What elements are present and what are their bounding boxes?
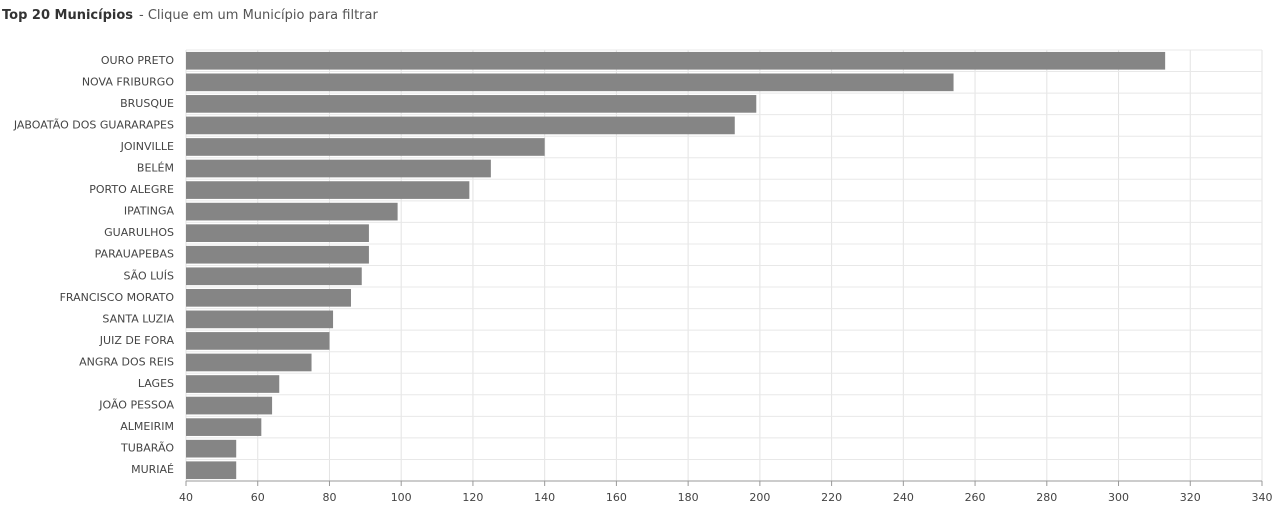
y-tick-label: JOÃO PESSOA	[98, 399, 174, 412]
subtitle: - Clique em um Município para filtrar	[139, 8, 378, 23]
y-tick-label: ALMEIRIM	[120, 420, 174, 433]
bar[interactable]	[186, 116, 735, 135]
bar[interactable]	[186, 310, 334, 329]
x-tick-label: 40	[179, 491, 193, 504]
chart-title: Top 20 Municípios - Clique em um Municípi…	[2, 8, 378, 23]
bar[interactable]	[186, 267, 362, 286]
y-tick-label: BRUSQUE	[120, 97, 174, 110]
x-tick-label: 80	[322, 491, 336, 504]
bar[interactable]	[186, 202, 398, 221]
y-tick-label: SANTA LUZIA	[102, 312, 174, 325]
y-tick-label: LAGES	[138, 377, 174, 390]
y-tick-label: JOINVILLE	[120, 140, 174, 153]
bar[interactable]	[186, 288, 351, 307]
bar[interactable]	[186, 396, 273, 415]
bar[interactable]	[186, 375, 280, 393]
x-tick-label: 100	[391, 491, 412, 504]
y-tick-label: JABOATÃO DOS GUARARAPES	[13, 118, 174, 131]
bar[interactable]	[186, 461, 237, 480]
x-tick-label: 140	[534, 491, 555, 504]
y-tick-label: BELÉM	[137, 162, 174, 175]
bar[interactable]	[186, 439, 237, 458]
x-tick-label: 180	[678, 491, 699, 504]
bar[interactable]	[186, 159, 491, 178]
title: Top 20 Municípios	[2, 8, 133, 23]
y-tick-label: NOVA FRIBURGO	[82, 75, 175, 88]
x-tick-label: 280	[1036, 491, 1057, 504]
x-tick-label: 340	[1252, 491, 1273, 504]
x-tick-label: 120	[462, 491, 483, 504]
bar[interactable]	[186, 181, 470, 199]
bar[interactable]	[186, 332, 330, 350]
y-tick-label: ANGRA DOS REIS	[79, 355, 174, 368]
x-tick-label: 200	[749, 491, 770, 504]
y-tick-label: PORTO ALEGRE	[89, 183, 174, 196]
y-tick-label: IPATINGA	[124, 205, 175, 218]
x-tick-label: 220	[821, 491, 842, 504]
y-tick-label: SÃO LUÍS	[123, 269, 174, 282]
bar[interactable]	[186, 95, 757, 113]
y-tick-label: JUIZ DE FORA	[99, 334, 175, 347]
y-tick-label: FRANCISCO MORATO	[60, 291, 175, 304]
bar[interactable]	[186, 418, 262, 436]
bar[interactable]	[186, 138, 545, 156]
x-tick-label: 60	[251, 491, 265, 504]
y-tick-label: MURIAÉ	[131, 463, 174, 476]
x-tick-label: 300	[1108, 491, 1129, 504]
y-tick-label: PARAUAPEBAS	[95, 248, 174, 261]
x-tick-label: 320	[1180, 491, 1201, 504]
y-tick-label: TUBARÃO	[120, 442, 174, 455]
y-tick-label: GUARULHOS	[104, 226, 174, 239]
bar[interactable]	[186, 73, 954, 92]
x-tick-label: 240	[893, 491, 914, 504]
bar[interactable]	[186, 245, 369, 264]
bar[interactable]	[186, 51, 1166, 70]
y-tick-label: OURO PRETO	[101, 54, 174, 67]
x-tick-label: 160	[606, 491, 627, 504]
x-tick-label: 260	[965, 491, 986, 504]
bar[interactable]	[186, 224, 369, 243]
bar[interactable]	[186, 353, 312, 372]
